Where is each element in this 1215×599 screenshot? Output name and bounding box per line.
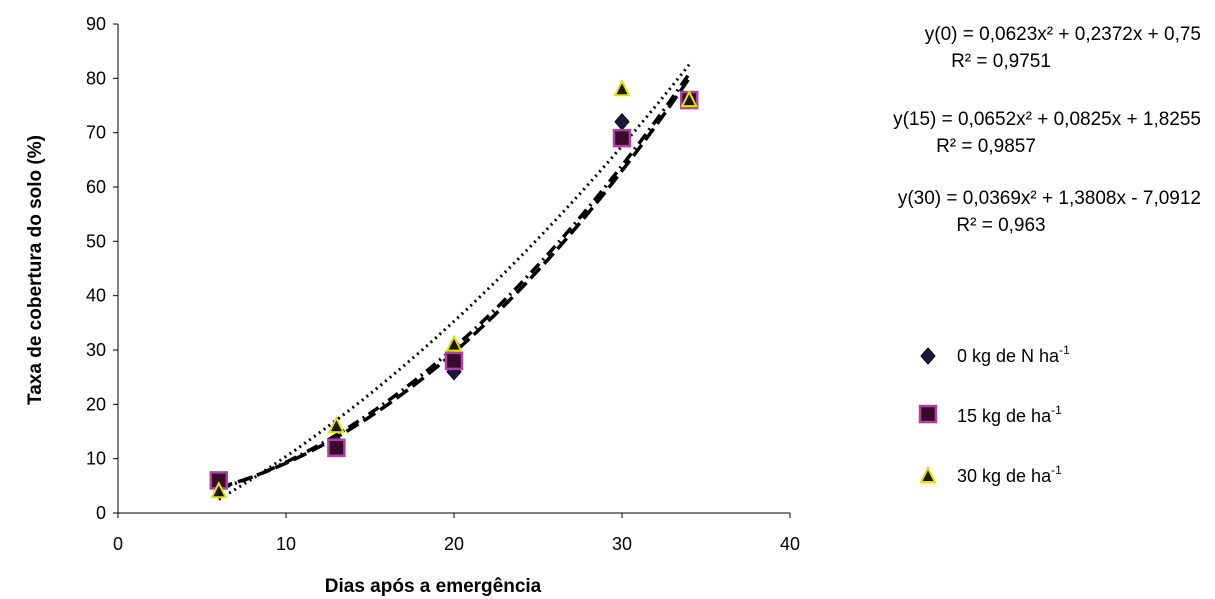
equation-0: y(0) = 0,0623x² + 0,2372x + 0,75 [925, 24, 1201, 45]
legend-diamond-icon [920, 347, 936, 365]
point-series-1 [327, 438, 346, 458]
r2-15: R² = 0,9857 [936, 136, 1036, 157]
y-tick-label: 30 [86, 340, 106, 360]
y-tick-label: 60 [86, 177, 106, 197]
y-tick-label: 70 [86, 123, 106, 143]
legend-marker [920, 347, 936, 365]
point-series-1 [612, 128, 632, 148]
legend-square-icon [918, 404, 938, 424]
r2-0: R² = 0,9751 [951, 51, 1051, 72]
legend-marker [918, 404, 938, 424]
points [209, 78, 699, 499]
x-tick-label: 40 [780, 534, 800, 554]
point-series-0 [614, 113, 630, 131]
equation-15: y(15) = 0,0652x² + 0,0825x + 1,8255 [893, 109, 1201, 130]
legend-label-0: 0 kg de N ha-1 [957, 343, 1070, 366]
x-tick-label: 20 [444, 534, 464, 554]
y-tick-label: 50 [86, 231, 106, 251]
x-tick-label: 30 [612, 534, 632, 554]
y-tick-label: 40 [86, 286, 106, 306]
legend-marker [919, 465, 937, 483]
point-series-2 [327, 415, 346, 434]
x-tick-label: 0 [113, 534, 123, 554]
point-series-2 [613, 78, 631, 97]
y-tick-label: 80 [86, 68, 106, 88]
x-axis-title: Dias após a emergência [325, 576, 542, 597]
y-tick-label: 20 [86, 394, 106, 414]
point-series-2 [680, 89, 698, 108]
x-tick-label: 10 [276, 534, 296, 554]
y-axis-title: Taxa de cobertura do solo (%) [25, 135, 46, 405]
legend-label-1: 15 kg de ha-1 [957, 403, 1062, 426]
point-series-2 [210, 481, 228, 499]
y-tick-label: 90 [86, 14, 106, 34]
trendline-0 [218, 72, 691, 491]
y-tick-label: 10 [86, 449, 106, 469]
legend-label-2: 30 kg de ha-1 [957, 463, 1062, 486]
ticks: 0 10 20 30 40 50 60 70 80 90 0 10 20 30 40 [86, 14, 800, 554]
point-series-2 [445, 334, 463, 352]
y-tick-label: 0 [96, 503, 106, 523]
legend-triangle-icon [919, 465, 937, 483]
equations: y(0) = 0,0623x² + 0,2372x + 0,75 R² = 0,… [893, 24, 1201, 236]
r2-30: R² = 0,963 [956, 215, 1045, 236]
equation-30: y(30) = 0,0369x² + 1,3808x - 7,0912 [898, 188, 1201, 209]
point-series-1 [444, 351, 464, 371]
legend: 0 kg de N ha-1 15 kg de ha-1 30 kg de ha… [918, 343, 1070, 486]
trendline-2 [218, 63, 691, 501]
